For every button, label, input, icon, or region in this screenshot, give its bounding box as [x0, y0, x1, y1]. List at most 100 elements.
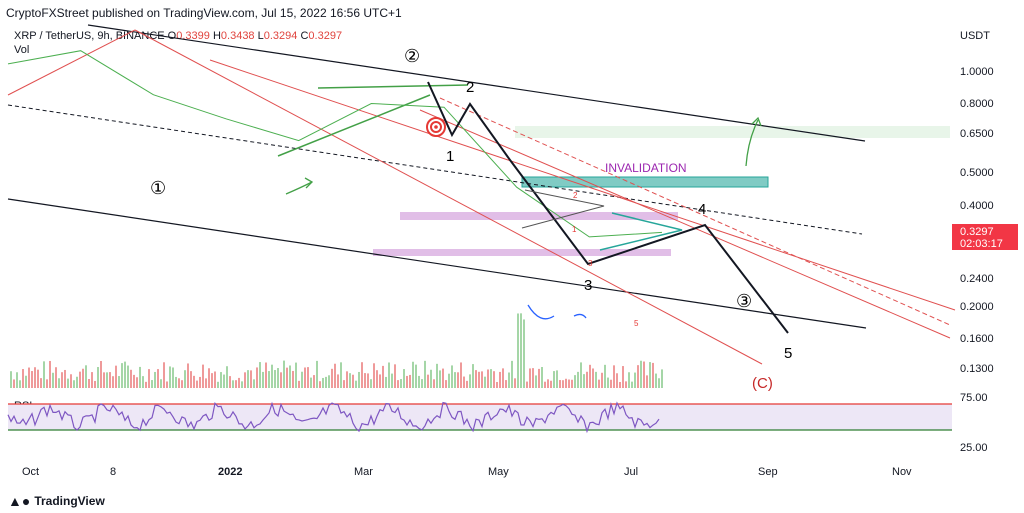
target-marker-center	[434, 125, 438, 129]
volume-bar	[58, 378, 60, 388]
volume-bar	[46, 379, 48, 388]
volume-bar	[532, 368, 534, 388]
volume-bar	[361, 362, 363, 388]
volume-bar	[610, 379, 612, 388]
volume-bar	[526, 381, 528, 388]
volume-bar	[184, 370, 186, 388]
volume-bar	[436, 363, 438, 388]
volume-bar	[181, 380, 183, 388]
price-series-line	[7, 50, 663, 238]
volume-bar	[484, 376, 486, 388]
volume-bar	[427, 374, 429, 388]
volume-bar	[586, 371, 588, 388]
volume-bar	[601, 372, 603, 388]
price-tick-label: 0.8000	[960, 98, 994, 110]
volume-bar	[433, 379, 435, 388]
volume-bar	[304, 367, 306, 388]
volume-label: Vol	[14, 44, 30, 56]
volume-bar	[319, 381, 321, 388]
publisher-header: CryptoFXStreet published on TradingView.…	[6, 6, 402, 20]
volume-bar	[589, 364, 591, 388]
volume-bar	[592, 368, 594, 388]
volume-bar	[121, 363, 123, 388]
volume-bar	[85, 365, 87, 388]
time-tick-label: Nov	[892, 466, 912, 478]
volume-bar	[106, 372, 108, 388]
price-tick-label: 0.4000	[960, 200, 994, 212]
volume-bar	[91, 372, 93, 388]
mini-wave-2: 2	[573, 191, 578, 200]
tradingview-logo-text: TradingView	[34, 494, 105, 508]
volume-bar	[136, 377, 138, 388]
volume-bar	[619, 381, 621, 388]
volume-bar	[211, 373, 213, 388]
volume-bar	[487, 369, 489, 388]
support-zone-upper	[400, 212, 678, 220]
volume-bar	[388, 362, 390, 388]
volume-bar	[391, 373, 393, 388]
volume-bar	[511, 360, 513, 388]
volume-bar	[52, 372, 54, 388]
volume-bar	[16, 372, 18, 388]
time-tick-label: May	[488, 466, 509, 478]
volume-bar	[124, 361, 126, 388]
volume-bar	[157, 369, 159, 388]
volume-bar	[424, 360, 426, 388]
volume-bar	[235, 380, 237, 388]
volume-bar	[565, 378, 567, 388]
time-tick-label: Sep	[758, 466, 778, 478]
volume-bar	[445, 380, 447, 388]
volume-bar	[448, 373, 450, 388]
wave-2-label: 2	[466, 79, 474, 96]
price-tick-label: 0.1300	[960, 363, 994, 375]
volume-bar	[640, 360, 642, 388]
volume-bar	[415, 364, 417, 388]
volume-bar	[88, 379, 90, 388]
price-axis[interactable]: 1.0000 0.8000 0.6500 0.5000 0.4000 0.2400 0.20…	[960, 66, 994, 454]
volume-bar	[277, 368, 279, 388]
volume-bar	[346, 371, 348, 388]
volume-bar	[331, 368, 333, 388]
volume-bar	[538, 368, 540, 388]
volume-bar	[379, 374, 381, 388]
volume-bar	[79, 371, 81, 388]
volume-bar	[385, 376, 387, 388]
volume-bar	[334, 363, 336, 388]
blue-small-arrow	[573, 313, 587, 319]
volume-bar	[556, 370, 558, 388]
wave-2-circled: ②	[404, 46, 420, 66]
invalidation-zone	[521, 176, 769, 188]
time-axis[interactable]: Oct 8 2022 Mar May Jul Sep Nov	[22, 466, 912, 478]
time-tick-label: Oct	[22, 466, 39, 478]
rsi-band	[8, 404, 952, 430]
green-upper-trendline	[317, 84, 469, 89]
volume-bar	[457, 372, 459, 388]
volume-bar	[583, 374, 585, 388]
volume-bar	[559, 380, 561, 388]
wave-3-circled: ③	[736, 291, 752, 311]
volume-bar	[241, 381, 243, 388]
volume-bar	[520, 313, 522, 388]
tradingview-logo-icon: ▲●	[8, 493, 31, 509]
volume-bars	[10, 313, 663, 388]
volume-bar	[118, 376, 120, 388]
low-value: 0.3294	[263, 30, 298, 42]
volume-bar	[562, 380, 564, 388]
volume-bar	[544, 381, 546, 388]
volume-bar	[547, 379, 549, 388]
volume-bar	[517, 313, 519, 388]
volume-bar	[523, 319, 525, 388]
volume-bar	[43, 361, 45, 388]
volume-bar	[469, 374, 471, 388]
lower-black-channel-line	[7, 198, 867, 329]
volume-bar	[325, 376, 327, 388]
volume-bar	[343, 380, 345, 388]
volume-bar	[250, 370, 252, 388]
upper-black-channel-line	[87, 24, 866, 142]
volume-bar	[274, 370, 276, 388]
volume-bar	[175, 376, 177, 388]
volume-bar	[109, 372, 111, 388]
volume-bar	[637, 365, 639, 388]
tradingview-logo[interactable]: ▲● TradingView	[8, 493, 105, 509]
